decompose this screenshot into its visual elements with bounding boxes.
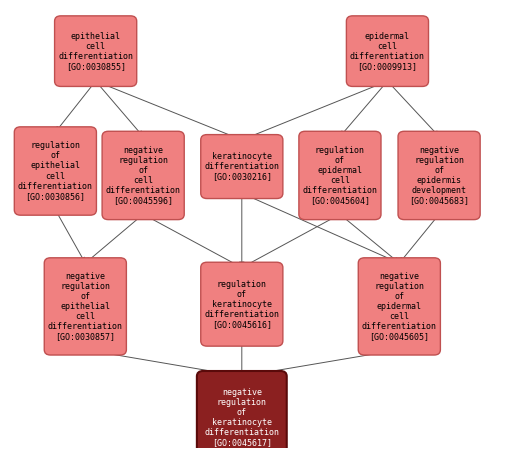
FancyBboxPatch shape (197, 371, 287, 453)
Text: negative
regulation
of
epithelial
cell
differentiation
[GO:0030857]: negative regulation of epithelial cell d… (48, 272, 123, 341)
FancyBboxPatch shape (14, 127, 96, 215)
Text: epidermal
cell
differentiation
[GO:0009913]: epidermal cell differentiation [GO:00099… (350, 32, 425, 71)
FancyBboxPatch shape (55, 16, 136, 87)
FancyBboxPatch shape (358, 258, 441, 355)
Text: epithelial
cell
differentiation
[GO:0030855]: epithelial cell differentiation [GO:0030… (58, 32, 133, 71)
FancyBboxPatch shape (102, 131, 184, 220)
Text: negative
regulation
of
epidermis
development
[GO:0045683]: negative regulation of epidermis develop… (409, 146, 469, 205)
Text: negative
regulation
of
keratinocyte
differentiation
[GO:0045617]: negative regulation of keratinocyte diff… (204, 388, 279, 447)
FancyBboxPatch shape (346, 16, 428, 87)
FancyBboxPatch shape (201, 262, 283, 346)
Text: negative
regulation
of
cell
differentiation
[GO:0045596]: negative regulation of cell differentiat… (106, 146, 181, 205)
Text: keratinocyte
differentiation
[GO:0030216]: keratinocyte differentiation [GO:0030216… (204, 152, 279, 181)
Text: regulation
of
keratinocyte
differentiation
[GO:0045616]: regulation of keratinocyte differentiati… (204, 280, 279, 329)
FancyBboxPatch shape (44, 258, 126, 355)
FancyBboxPatch shape (299, 131, 381, 220)
Text: regulation
of
epithelial
cell
differentiation
[GO:0030856]: regulation of epithelial cell differenti… (18, 141, 93, 201)
Text: negative
regulation
of
epidermal
cell
differentiation
[GO:0045605]: negative regulation of epidermal cell di… (362, 272, 437, 341)
FancyBboxPatch shape (398, 131, 480, 220)
FancyBboxPatch shape (201, 135, 283, 198)
Text: regulation
of
epidermal
cell
differentiation
[GO:0045604]: regulation of epidermal cell differentia… (302, 146, 377, 205)
